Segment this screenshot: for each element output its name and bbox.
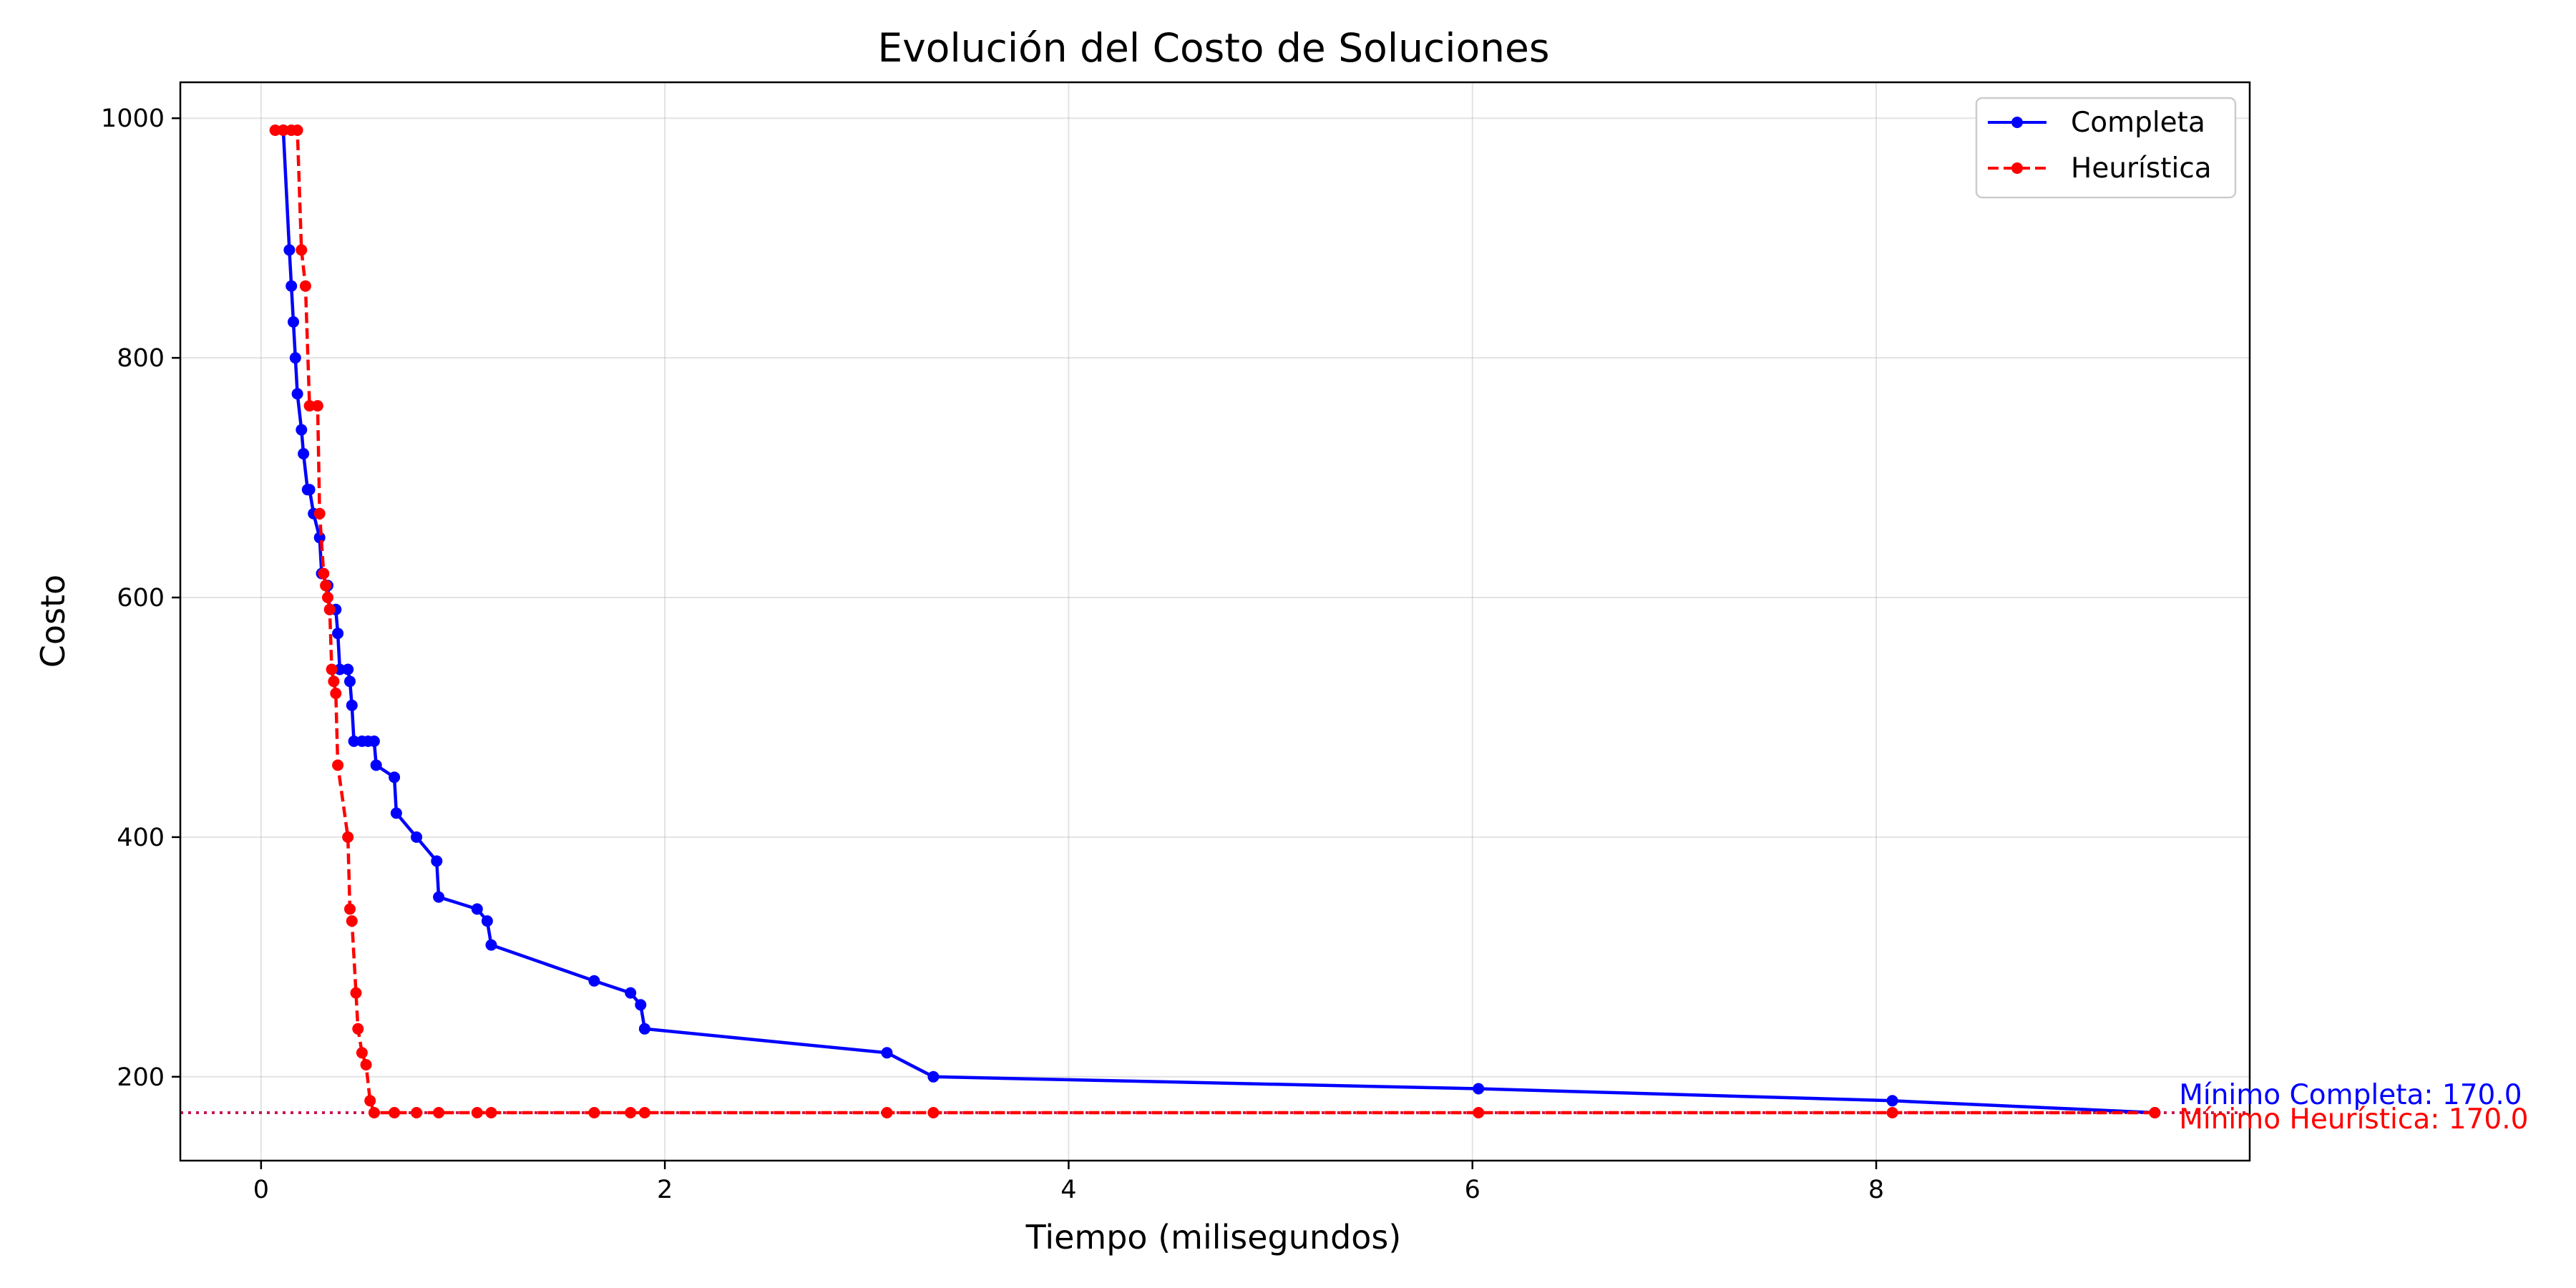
data-point [342,663,354,675]
data-point [471,903,483,915]
data-point [481,915,493,927]
chart-title: Evolución del Costo de Soluciones [878,25,1550,71]
data-point [370,759,382,771]
x-tick-label: 4 [1060,1176,1076,1204]
data-point [927,1070,940,1083]
data-point [350,987,362,999]
data-point [485,939,497,951]
y-tick-label: 600 [117,584,165,613]
data-point [1886,1107,1898,1118]
data-point [638,1023,650,1035]
data-point [328,675,340,688]
data-point [299,280,311,292]
data-point [332,759,344,771]
legend-label-heuristica: Heurística [2071,152,2212,185]
x-tick-label: 8 [1868,1176,1884,1204]
data-point [288,316,299,328]
data-point [342,831,354,843]
data-point [588,975,600,987]
data-point [318,567,330,580]
data-point [411,1107,423,1118]
data-point [311,400,323,412]
x-tick-label: 2 [657,1176,673,1204]
data-point [346,915,358,927]
data-point [390,807,402,819]
legend-label-completa: Completa [2071,107,2205,139]
data-point [635,999,647,1011]
grid-lines [180,82,2250,1161]
data-point [283,244,296,256]
y-axis-label: Costo [34,575,72,668]
data-point [1473,1107,1485,1118]
data-point [356,1047,368,1059]
data-point [269,125,281,136]
y-tick-label: 200 [117,1063,165,1092]
data-point [320,580,332,592]
data-point [332,628,344,640]
legend-marker-heuristica [2011,162,2023,174]
data-point [625,987,637,999]
data-point [348,735,360,747]
data-point [368,1107,380,1118]
data-point [389,771,401,784]
data-point [326,663,338,675]
data-point [313,507,326,519]
data-point [296,424,308,436]
x-axis-ticks: 0 2 4 6 8 [253,1161,1884,1204]
data-point [364,1095,376,1107]
data-point [1886,1095,1898,1107]
data-point [303,400,316,412]
data-point [881,1047,893,1059]
min-annotation-0: Mínimo Completa: 170.0 [2179,1079,2522,1111]
data-point [2149,1107,2161,1118]
data-point [289,352,301,364]
data-point [1473,1083,1485,1095]
data-point [389,1107,401,1118]
x-axis-label: Tiempo (milisegundos) [1025,1218,1402,1257]
data-point [471,1107,483,1118]
data-point [588,1107,600,1118]
data-point [298,448,310,460]
legend-marker-completa [2011,117,2023,128]
plot-frame [179,81,2251,1162]
data-point [411,831,423,843]
data-point [431,855,443,867]
x-tick-label: 0 [253,1176,269,1204]
data-point [296,244,308,256]
data-point [344,675,356,688]
data-point [352,1023,364,1035]
min-annotation-1: Mínimo Heurística: 170.0 [2179,1103,2528,1136]
data-point [485,1107,497,1118]
x-tick-label: 6 [1465,1176,1480,1204]
legend: Completa Heurística [1975,97,2237,199]
y-axis-ticks: 200 400 600 800 1000 [101,104,180,1092]
data-point [333,663,346,675]
data-point [291,125,303,136]
data-point [433,1107,445,1118]
data-point [638,1107,650,1118]
data-point [360,1059,372,1070]
data-point [346,699,358,711]
data-point [322,592,333,603]
data-point [881,1107,893,1118]
data-point [330,688,342,699]
data-point [368,735,380,747]
y-tick-label: 1000 [101,104,165,133]
data-point [927,1107,940,1118]
y-tick-label: 400 [117,824,165,852]
data-point [433,891,445,903]
data-point [323,603,336,615]
data-series [269,125,2161,1118]
data-point [303,484,316,496]
y-tick-label: 800 [117,344,165,373]
data-point [291,388,303,400]
data-point [286,280,298,292]
data-point [625,1107,637,1118]
data-point [344,903,356,915]
data-point [277,125,289,136]
